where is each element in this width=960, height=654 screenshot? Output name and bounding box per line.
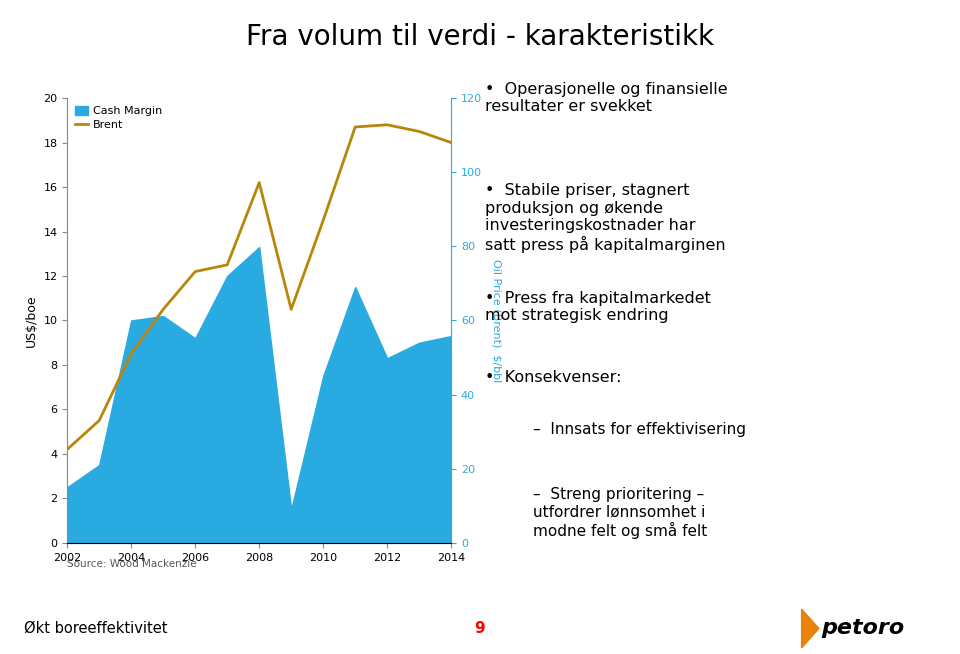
Text: Økt boreeffektivitet: Økt boreeffektivitet (24, 621, 167, 636)
Polygon shape (802, 609, 819, 648)
Text: •  Konsekvenser:: • Konsekvenser: (485, 370, 621, 385)
Text: petoro: petoro (821, 619, 904, 638)
Y-axis label: US$/boe: US$/boe (25, 294, 37, 347)
Text: Fra volum til verdi - karakteristikk: Fra volum til verdi - karakteristikk (246, 23, 714, 51)
Text: •  Operasjonelle og finansielle
resultater er svekket: • Operasjonelle og finansielle resultate… (485, 82, 728, 114)
Text: •  Stabile priser, stagnert
produksjon og økende
investeringskostnader har
satt : • Stabile priser, stagnert produksjon og… (485, 183, 726, 252)
Text: 9: 9 (474, 621, 486, 636)
Text: Source: Wood Mackenzie: Source: Wood Mackenzie (67, 559, 197, 569)
Y-axis label: Oil Price (Brent)  $/bbl: Oil Price (Brent) $/bbl (492, 259, 501, 382)
Legend: Cash Margin, Brent: Cash Margin, Brent (73, 103, 164, 132)
Text: –  Innsats for effektivisering: – Innsats for effektivisering (533, 422, 746, 437)
Text: –  Streng prioritering –
utfordrer lønnsomhet i
modne felt og små felt: – Streng prioritering – utfordrer lønnso… (533, 487, 708, 540)
Text: •  Press fra kapitalmarkedet
mot strategisk endring: • Press fra kapitalmarkedet mot strategi… (485, 291, 710, 324)
